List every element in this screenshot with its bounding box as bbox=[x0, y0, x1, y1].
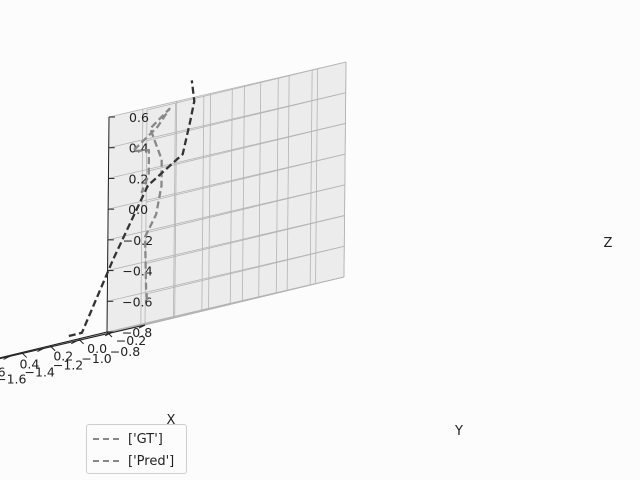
wall-gridline-x bbox=[242, 85, 245, 301]
wall-gridline-x bbox=[309, 69, 313, 285]
legend-swatch-gt bbox=[93, 438, 119, 440]
z-tick-label: −0.8 bbox=[122, 325, 152, 340]
x-tick bbox=[138, 324, 146, 329]
z-tick-label: −0.2 bbox=[123, 233, 153, 248]
wall-gridline-z bbox=[108, 153, 346, 210]
y-axis-label: Y bbox=[454, 424, 463, 439]
z-axis-label: Z bbox=[604, 236, 613, 251]
y-tick bbox=[21, 352, 28, 358]
legend-swatch-pred bbox=[93, 460, 119, 462]
wall-gridline-x bbox=[208, 93, 211, 309]
x-axis-label: X bbox=[167, 413, 176, 428]
x-axis-line bbox=[0, 324, 146, 360]
y-tick bbox=[78, 338, 84, 345]
z-tick-label: 0.2 bbox=[128, 171, 148, 186]
legend-label-pred: ['Pred'] bbox=[128, 453, 175, 469]
wall-gridline-x bbox=[140, 109, 144, 325]
y-tick-label: −1.4 bbox=[25, 365, 55, 380]
legend: ['GT'] ['Pred'] bbox=[86, 424, 187, 474]
wall-gridline-z bbox=[108, 92, 346, 149]
y-tick-label: −1.2 bbox=[53, 358, 83, 373]
y-tick bbox=[106, 331, 113, 338]
z-axis-line bbox=[106, 116, 110, 333]
z-tick-label: 0.6 bbox=[129, 110, 149, 125]
wall-gridline-z bbox=[107, 245, 345, 302]
wall-gridline-z bbox=[107, 215, 345, 271]
legend-item-gt: ['GT'] bbox=[93, 430, 163, 448]
z-tick-label: 0.4 bbox=[129, 141, 149, 156]
series-line-pred bbox=[68, 80, 196, 338]
y-axis-line bbox=[0, 331, 108, 359]
y-tick-label: −1.0 bbox=[81, 351, 111, 366]
legend-label-gt: ['GT'] bbox=[128, 431, 163, 447]
x-tick-label: 0.0 bbox=[87, 341, 107, 356]
wall-gridline-y bbox=[258, 82, 262, 298]
wall-gridline-y bbox=[315, 68, 318, 284]
wall-gridline-y bbox=[201, 96, 205, 312]
y-tick bbox=[49, 345, 56, 352]
wall-gridline-y bbox=[229, 89, 233, 305]
x-tick bbox=[37, 348, 44, 353]
y-tick-label: −0.8 bbox=[110, 344, 140, 359]
right-wall-pane bbox=[107, 62, 346, 332]
legend-item-pred: ['Pred'] bbox=[93, 452, 174, 470]
x-tick-label: −0.2 bbox=[116, 333, 146, 348]
x-tick-label: 0.6 bbox=[0, 364, 6, 379]
x-tick bbox=[71, 340, 78, 345]
z-tick-label: −0.6 bbox=[122, 294, 152, 309]
series-line-gt bbox=[131, 107, 171, 301]
y-tick-label: −1.6 bbox=[0, 371, 27, 386]
x-tick bbox=[3, 355, 10, 360]
wall-gridline-z bbox=[108, 61, 347, 118]
wall-gridline-x bbox=[174, 101, 178, 317]
z-tick-label: −0.4 bbox=[122, 264, 152, 279]
wall-gridline-y bbox=[286, 75, 290, 291]
x-tick bbox=[104, 332, 112, 337]
x-tick-label: 0.4 bbox=[19, 357, 39, 372]
wall-gridline-z bbox=[106, 276, 345, 333]
z-tick-label: 0.0 bbox=[128, 202, 148, 217]
wall-gridline-x bbox=[275, 77, 279, 293]
x-tick-label: 0.2 bbox=[53, 349, 73, 364]
wall-gridline-y bbox=[343, 61, 347, 278]
wall-gridline-y bbox=[173, 103, 176, 319]
